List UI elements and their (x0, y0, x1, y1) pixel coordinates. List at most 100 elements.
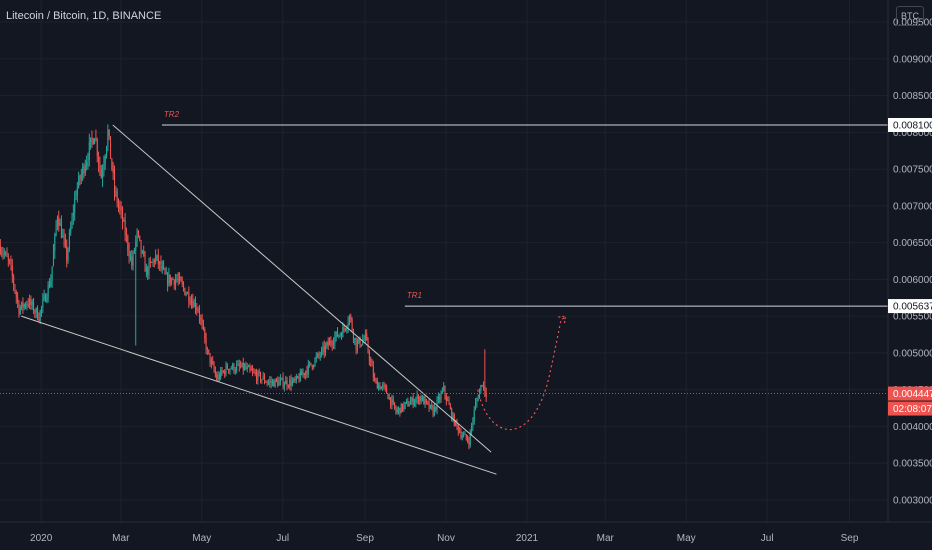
candle-body (217, 375, 219, 380)
candle-body (137, 230, 139, 236)
candle-body (95, 138, 97, 140)
candle-body (173, 279, 175, 286)
candle-body (423, 396, 425, 405)
candle-body (234, 370, 236, 372)
candle-body (285, 380, 287, 385)
candle-body (395, 407, 397, 412)
candle-body (94, 138, 96, 145)
candle-body (346, 327, 348, 330)
candle-body (281, 378, 283, 380)
candle-body (262, 376, 264, 380)
candle-body (63, 235, 65, 240)
candle-body (376, 380, 378, 389)
price-tick-label: 0.007500 (893, 165, 932, 176)
candle-body (344, 328, 346, 330)
candle-body (177, 279, 179, 281)
candle-body (241, 362, 243, 367)
time-axis[interactable]: 2020 Mar May Jul Sep Nov 2021 Mar May Jul Sep (0, 521, 932, 544)
candle-body (27, 304, 29, 306)
candle-body (323, 346, 325, 353)
time-tick-label: Jul (761, 533, 774, 544)
candle-body (240, 366, 242, 368)
candle-body (172, 278, 174, 280)
candle-body (287, 385, 289, 387)
candle-body (266, 382, 268, 384)
candle-body (209, 353, 211, 364)
candle-body (459, 431, 461, 433)
candle-body (68, 233, 70, 250)
candle-body (249, 366, 251, 370)
candle-body (143, 251, 145, 256)
level-label: TR2 (164, 110, 180, 119)
candle-body (322, 346, 324, 350)
candle-body (468, 441, 470, 445)
candle-body (360, 344, 362, 346)
candle-body (147, 268, 149, 275)
candle-body (258, 371, 260, 373)
candle-body (443, 386, 445, 391)
candle-body (141, 251, 143, 253)
candle-body (452, 414, 454, 419)
candle-body (465, 434, 467, 439)
candle-body (449, 404, 451, 409)
countdown-tag (888, 401, 932, 416)
candle-body (238, 363, 240, 367)
candle-body (229, 368, 231, 372)
candle-body (269, 381, 271, 383)
candle-body (64, 239, 66, 246)
candle-body (293, 378, 295, 382)
candle-body (230, 368, 232, 370)
candle-body (400, 403, 402, 414)
projection-path (477, 315, 566, 431)
candle-body (472, 420, 474, 427)
candle-body (268, 382, 270, 384)
candle-body (327, 342, 329, 346)
candle-body (355, 338, 357, 350)
candle-body (392, 399, 394, 403)
candle-body (201, 319, 203, 325)
candle-body (88, 142, 90, 161)
candle-body (380, 386, 382, 390)
candle-body (188, 292, 190, 302)
candle-body (59, 222, 61, 226)
candle-body (283, 384, 285, 387)
candle-body (96, 139, 98, 156)
candle-body (435, 406, 437, 410)
candle-body (445, 395, 447, 401)
candle-body (244, 366, 246, 370)
candle-body (265, 381, 267, 383)
candle-body (181, 281, 183, 284)
candle-body (467, 438, 469, 442)
candle-body (421, 396, 423, 401)
candle-body (374, 377, 376, 381)
candle-body (122, 210, 124, 222)
candle-body (184, 288, 186, 295)
candle-body (78, 176, 80, 187)
candle-body (208, 349, 210, 354)
candle-body (5, 252, 7, 254)
candle-body (99, 162, 101, 169)
candle-body (111, 158, 113, 169)
candle-body (72, 212, 74, 217)
candle-body (282, 378, 284, 387)
candle-body (348, 315, 350, 323)
symbol-title[interactable]: Litecoin / Bitcoin, 1D, BINANCE (6, 10, 162, 22)
candle-body (164, 268, 166, 274)
candle-body (60, 222, 62, 238)
candle-body (1, 252, 3, 254)
candle-body (290, 379, 292, 386)
candle-body (469, 431, 471, 445)
level-price-text: 0.005637 (893, 302, 932, 313)
candle-body (246, 366, 248, 369)
currency-badge[interactable]: BTC (896, 6, 924, 26)
candle-body (359, 338, 361, 346)
candle-body (67, 249, 69, 261)
candle-body (448, 400, 450, 405)
candle-body (483, 385, 485, 387)
level-price-text: 0.008100 (893, 120, 932, 131)
candle-body (46, 297, 48, 302)
candle-body (2, 252, 4, 254)
candle-body (351, 319, 353, 331)
price-axis[interactable]: 0.0030000.0035000.0040000.0045000.005000… (887, 0, 932, 522)
